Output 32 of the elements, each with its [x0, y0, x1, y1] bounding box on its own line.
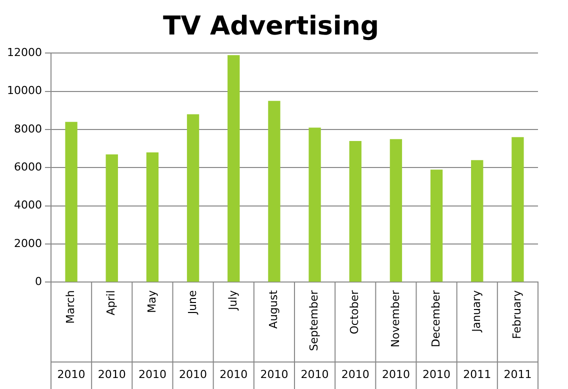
- chart-title: TV Advertising: [163, 11, 379, 42]
- y-tick-label: 0: [34, 275, 42, 288]
- y-tick-label: 12000: [6, 46, 42, 60]
- bar: [106, 154, 118, 282]
- category-label: August 2010: [260, 290, 288, 381]
- y-tick-label: 4000: [14, 198, 42, 212]
- bar: [146, 152, 159, 282]
- y-tick-label: 6000: [14, 160, 42, 174]
- category-label: December 2010: [422, 290, 451, 381]
- category-label: February 2011: [504, 290, 532, 381]
- bar: [390, 139, 402, 282]
- bar: [430, 170, 443, 282]
- category-label: April 2010: [98, 290, 126, 381]
- bar: [308, 128, 321, 282]
- category-label: November 2010: [382, 290, 410, 381]
- bar: [186, 114, 200, 282]
- category-label: January 2011: [463, 290, 492, 381]
- category-label: October 2010: [341, 290, 370, 381]
- category-label: May 2010: [138, 290, 166, 381]
- y-tick-label: 10000: [6, 84, 42, 98]
- category-label: September 2010: [300, 290, 329, 381]
- bar: [268, 100, 280, 282]
- bar: [349, 140, 362, 282]
- category-label: March 2010: [57, 290, 86, 381]
- y-tick-label: 8000: [14, 122, 42, 136]
- category-label: July 2010: [220, 290, 248, 381]
- bar: [65, 122, 78, 282]
- category-label: June 2010: [179, 290, 208, 381]
- bar: [228, 55, 240, 282]
- y-tick-label: 2000: [14, 236, 42, 250]
- bar: [471, 160, 484, 282]
- bar: [512, 137, 524, 282]
